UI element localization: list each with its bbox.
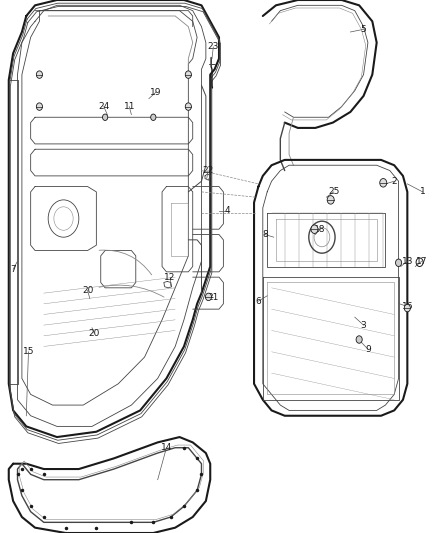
Circle shape bbox=[151, 114, 156, 120]
Text: 25: 25 bbox=[328, 188, 339, 196]
Text: 12: 12 bbox=[164, 273, 176, 281]
Text: 5: 5 bbox=[360, 25, 367, 34]
Text: 21: 21 bbox=[208, 293, 219, 302]
Circle shape bbox=[185, 71, 191, 78]
Circle shape bbox=[36, 103, 42, 110]
Circle shape bbox=[185, 103, 191, 110]
Text: 8: 8 bbox=[262, 230, 268, 239]
Circle shape bbox=[102, 114, 108, 120]
Circle shape bbox=[205, 293, 212, 301]
Text: 16: 16 bbox=[402, 302, 413, 311]
Text: 11: 11 bbox=[124, 102, 135, 111]
Text: 19: 19 bbox=[150, 88, 162, 96]
Text: 23: 23 bbox=[208, 43, 219, 51]
Text: 13: 13 bbox=[402, 257, 413, 265]
Circle shape bbox=[404, 304, 410, 312]
Text: 22: 22 bbox=[202, 166, 214, 175]
Text: 2: 2 bbox=[392, 177, 397, 185]
Circle shape bbox=[356, 336, 362, 343]
Circle shape bbox=[36, 71, 42, 78]
Text: 18: 18 bbox=[314, 225, 325, 233]
Text: 17: 17 bbox=[416, 257, 427, 265]
Text: 7: 7 bbox=[10, 265, 16, 273]
Circle shape bbox=[327, 196, 334, 204]
Circle shape bbox=[396, 259, 402, 266]
Text: 9: 9 bbox=[365, 345, 371, 353]
Text: 4: 4 bbox=[225, 206, 230, 215]
Text: 24: 24 bbox=[98, 102, 110, 111]
Text: 6: 6 bbox=[255, 297, 261, 305]
Text: 15: 15 bbox=[23, 348, 34, 356]
Text: 20: 20 bbox=[82, 286, 93, 295]
Text: 20: 20 bbox=[88, 329, 100, 337]
Circle shape bbox=[380, 179, 387, 187]
Text: 3: 3 bbox=[360, 321, 367, 329]
Text: 1: 1 bbox=[420, 188, 426, 196]
Text: 14: 14 bbox=[161, 443, 172, 452]
Circle shape bbox=[311, 225, 318, 233]
